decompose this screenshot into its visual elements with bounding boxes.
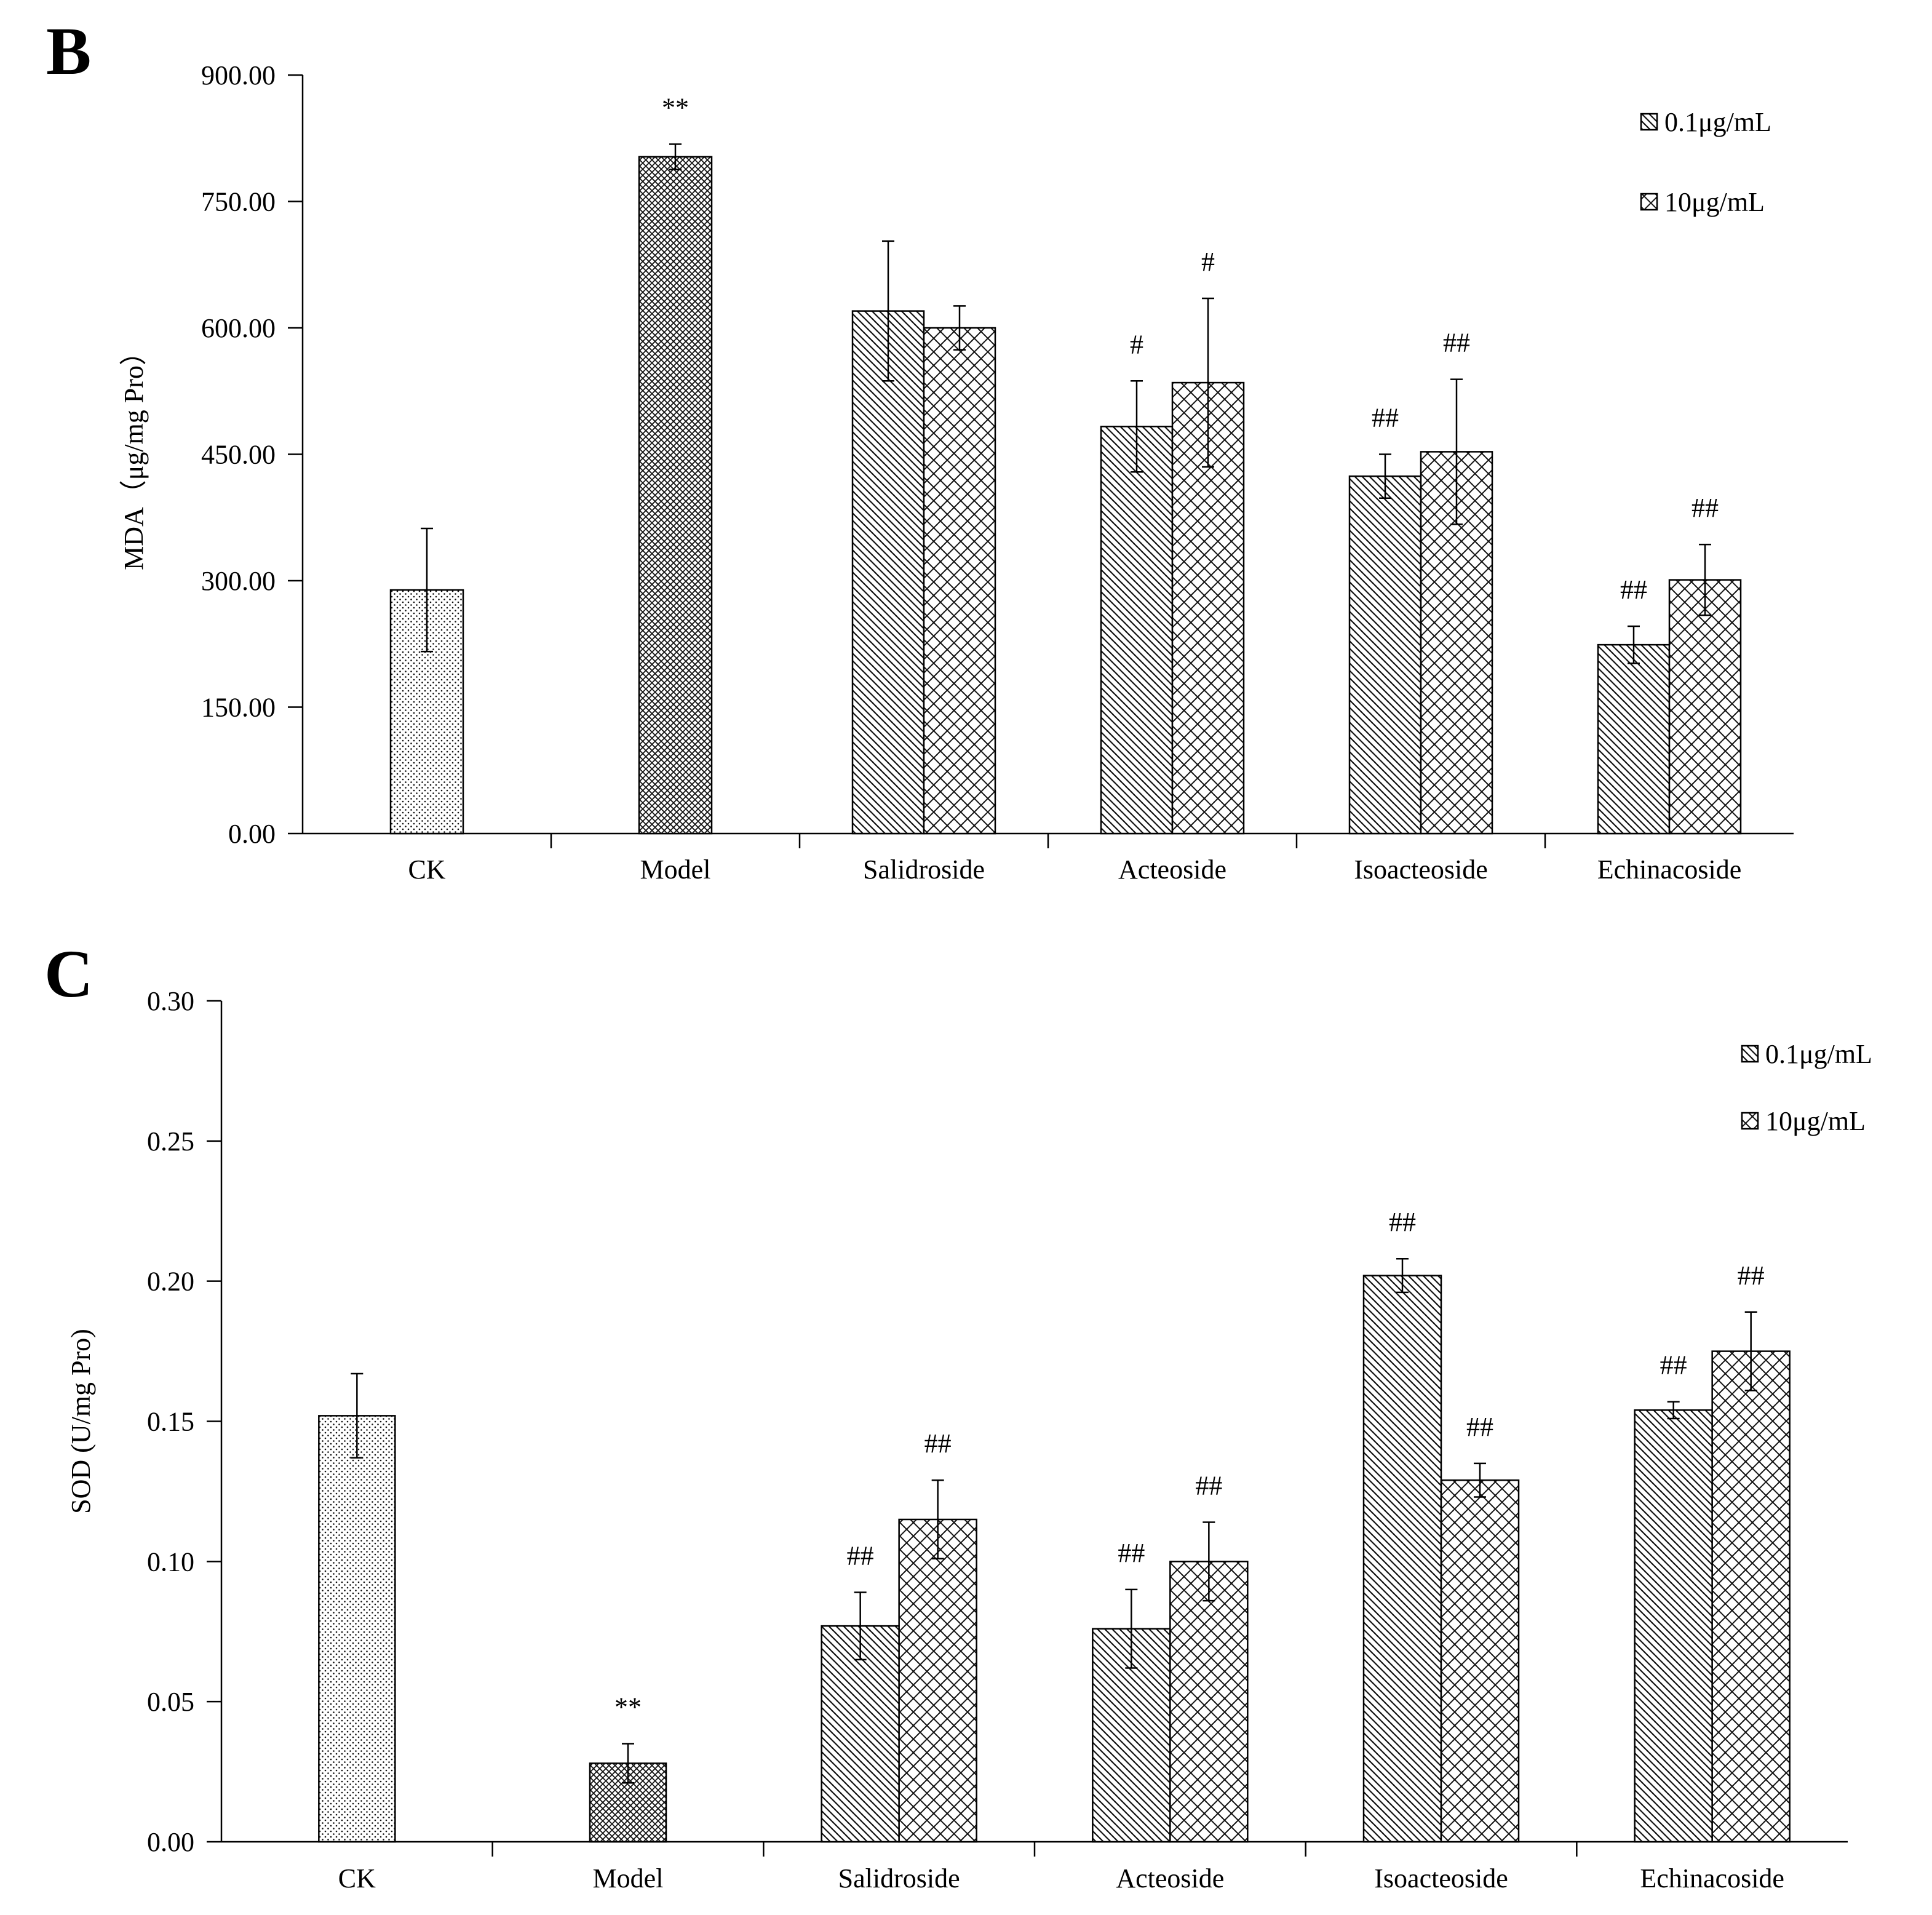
x-tick-label: Acteoside bbox=[1118, 854, 1226, 885]
series-1-isoacteoside-bar bbox=[1440, 1479, 1520, 1843]
legend-swatch bbox=[1741, 1045, 1759, 1063]
y-tick-label: 0.20 bbox=[147, 1267, 194, 1297]
series-0-echinacoside-bar bbox=[1597, 643, 1671, 835]
series-1-salidroside-significance-label: ## bbox=[924, 1428, 952, 1459]
y-tick-label: 0.10 bbox=[147, 1547, 194, 1577]
panel-label: C bbox=[44, 936, 93, 1011]
legend-swatch bbox=[1640, 193, 1658, 211]
x-tick-label: Isoacteoside bbox=[1374, 1863, 1508, 1893]
y-tick-label: 600.00 bbox=[201, 313, 276, 343]
x-tick-label: Model bbox=[640, 854, 711, 885]
series-0-echinacoside-significance-label: ## bbox=[1660, 1350, 1687, 1380]
y-tick-label: 0.30 bbox=[147, 986, 194, 1016]
legend-entry: 0.1μg/mL bbox=[1664, 107, 1771, 137]
x-tick-label: CK bbox=[338, 1863, 376, 1893]
legend-entry: 10μg/mL bbox=[1664, 187, 1765, 217]
series-0-acteoside-significance-label: # bbox=[1130, 329, 1143, 359]
y-axis-title: MDA（μg/mg Pro） bbox=[119, 338, 149, 570]
y-tick-label: 0.25 bbox=[147, 1126, 194, 1157]
series-0-salidroside-bar bbox=[851, 310, 925, 835]
x-tick-label: Salidroside bbox=[838, 1863, 960, 1893]
series-1-echinacoside-significance-label: ## bbox=[1738, 1260, 1765, 1291]
legend-entry: 0.1μg/mL bbox=[1765, 1039, 1872, 1069]
series-0-isoacteoside-significance-label: ## bbox=[1372, 403, 1399, 433]
y-tick-label: 0.05 bbox=[147, 1687, 194, 1717]
legend-swatch bbox=[1640, 113, 1658, 131]
series-0-isoacteoside-bar bbox=[1362, 1275, 1442, 1843]
y-tick-label: 900.00 bbox=[201, 60, 276, 90]
legend-swatch bbox=[1741, 1112, 1759, 1130]
y-tick-label: 750.00 bbox=[201, 187, 276, 217]
y-tick-label: 0.15 bbox=[147, 1407, 194, 1437]
control-model-significance-label: ** bbox=[662, 92, 689, 122]
series-0-isoacteoside-significance-label: ## bbox=[1389, 1207, 1416, 1237]
x-tick-label: Acteoside bbox=[1116, 1863, 1224, 1893]
x-tick-label: Model bbox=[593, 1863, 664, 1893]
legend-entry: 10μg/mL bbox=[1765, 1106, 1866, 1136]
control-model-bar bbox=[638, 156, 713, 835]
series-1-acteoside-bar bbox=[1169, 1561, 1249, 1843]
series-1-echinacoside-significance-label: ## bbox=[1691, 493, 1719, 523]
series-1-isoacteoside-significance-label: ## bbox=[1443, 328, 1470, 358]
series-1-echinacoside-bar bbox=[1668, 579, 1742, 835]
y-tick-label: 0.00 bbox=[228, 819, 276, 849]
series-0-echinacoside-significance-label: ## bbox=[1620, 575, 1647, 605]
y-tick-label: 0.00 bbox=[147, 1827, 194, 1857]
x-tick-label: Echinacoside bbox=[1597, 854, 1742, 885]
x-tick-label: Isoacteoside bbox=[1354, 854, 1487, 885]
series-1-salidroside-bar bbox=[923, 327, 996, 835]
y-tick-label: 150.00 bbox=[201, 693, 276, 723]
series-1-acteoside-significance-label: ## bbox=[1195, 1471, 1222, 1501]
series-1-echinacoside-bar bbox=[1711, 1350, 1791, 1843]
panel-label: B bbox=[46, 14, 91, 89]
series-0-salidroside-significance-label: ## bbox=[847, 1540, 874, 1571]
control-model-significance-label: ** bbox=[614, 1692, 642, 1722]
series-1-acteoside-significance-label: # bbox=[1201, 247, 1215, 277]
y-tick-label: 450.00 bbox=[201, 440, 276, 470]
y-tick-label: 300.00 bbox=[201, 566, 276, 596]
series-0-isoacteoside-bar bbox=[1348, 475, 1422, 835]
y-axis-title: SOD (U/mg Pro) bbox=[66, 1329, 96, 1514]
series-0-acteoside-significance-label: ## bbox=[1118, 1538, 1145, 1568]
series-0-salidroside-bar bbox=[821, 1625, 900, 1843]
x-tick-label: Echinacoside bbox=[1640, 1863, 1784, 1893]
series-1-isoacteoside-significance-label: ## bbox=[1466, 1412, 1493, 1442]
series-0-acteoside-bar bbox=[1100, 426, 1174, 835]
control-ck-bar bbox=[318, 1415, 396, 1843]
x-tick-label: CK bbox=[408, 854, 445, 885]
x-tick-label: Salidroside bbox=[863, 854, 985, 885]
series-1-salidroside-bar bbox=[898, 1518, 977, 1843]
series-0-echinacoside-bar bbox=[1634, 1409, 1713, 1843]
